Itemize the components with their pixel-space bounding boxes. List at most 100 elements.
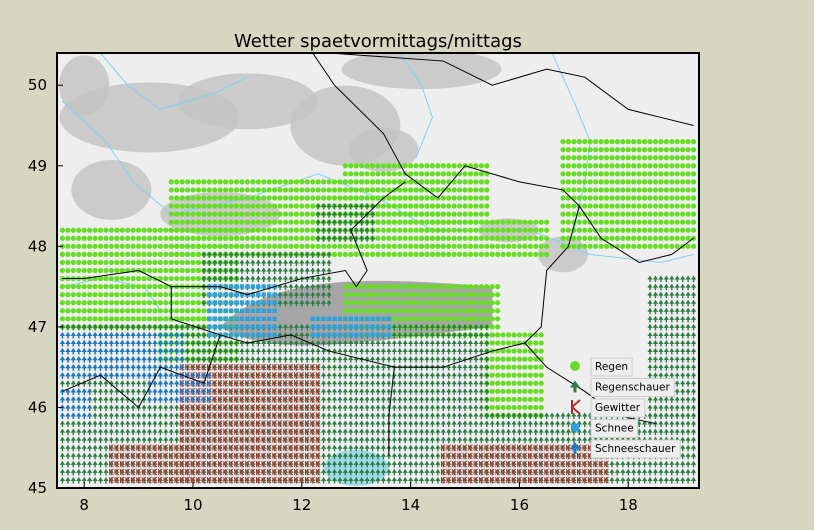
weather-mark-regenschauer — [228, 348, 234, 355]
weather-mark-regen — [473, 203, 479, 209]
weather-mark-regen — [473, 292, 479, 298]
weather-mark-regen — [489, 380, 495, 386]
weather-mark-gewitter — [201, 404, 207, 411]
weather-mark-regen — [293, 203, 299, 209]
weather-mark-regen — [217, 219, 223, 225]
weather-mark-regenschauer — [244, 420, 251, 428]
weather-mark-regen — [478, 187, 484, 193]
weather-mark-regenschauer — [87, 323, 93, 331]
weather-mark-regen — [174, 251, 180, 257]
weather-mark-gewitter — [282, 436, 288, 444]
weather-mark-regenschauer — [228, 420, 234, 428]
weather-mark-regen — [462, 219, 468, 225]
weather-mark-regenschauer — [342, 468, 348, 476]
weather-mark-regenschauer — [310, 444, 316, 452]
weather-mark-regen — [304, 203, 310, 209]
weather-mark-regenschauer — [228, 388, 234, 395]
weather-mark-regenschauer — [603, 460, 610, 468]
weather-mark-gewitter — [315, 395, 321, 403]
weather-mark-regenschauer — [244, 412, 251, 419]
weather-mark-regen — [326, 243, 332, 249]
weather-mark-regenschauer — [462, 372, 468, 379]
weather-mark-regenschauer — [293, 323, 299, 331]
weather-mark-gewitter — [233, 436, 239, 444]
weather-mark-regen — [413, 227, 419, 233]
weather-mark-regen — [87, 308, 93, 314]
weather-mark-regenschauer — [549, 412, 555, 419]
weather-mark-regen — [304, 179, 310, 185]
weather-mark-regen — [337, 251, 343, 257]
weather-mark-regenschauer — [195, 428, 202, 436]
weather-mark-regenschauer — [293, 267, 299, 274]
weather-mark-regen — [560, 211, 566, 217]
weather-mark-regenschauer — [560, 436, 566, 444]
weather-mark-regen — [424, 203, 430, 209]
weather-mark-regen — [690, 163, 697, 169]
weather-mark-regenschauer — [359, 444, 365, 452]
weather-mark-regen — [375, 163, 381, 169]
weather-mark-gewitter — [228, 428, 234, 436]
weather-mark-regen — [293, 187, 299, 193]
weather-mark-regenschauer — [652, 323, 659, 331]
weather-mark-regen — [250, 179, 256, 185]
weather-mark-gewitter — [223, 476, 228, 484]
weather-mark-regen — [473, 219, 479, 225]
weather-mark-regenschauer — [87, 452, 93, 460]
weather-mark-regenschauer — [418, 372, 425, 379]
weather-mark-regenschauer — [690, 275, 697, 283]
weather-mark-regenschauer — [353, 460, 359, 468]
weather-mark-regen — [669, 187, 675, 193]
weather-mark-regen — [65, 267, 71, 274]
weather-mark-regenschauer — [435, 404, 441, 411]
weather-mark-gewitter — [272, 452, 277, 460]
weather-mark-gewitter — [571, 460, 577, 468]
weather-mark-regen — [560, 195, 566, 201]
weather-mark-gewitter — [190, 444, 196, 452]
weather-mark-regenschauer — [304, 372, 310, 379]
weather-mark-regenschauer — [136, 380, 142, 387]
weather-mark-regenschauer — [462, 444, 468, 452]
weather-mark-regen — [505, 372, 512, 378]
weather-mark-regen — [614, 147, 620, 153]
weather-mark-regenschauer — [282, 340, 289, 347]
weather-mark-gewitter — [293, 371, 299, 379]
weather-mark-regen — [603, 243, 610, 249]
weather-mark-regenschauer — [261, 404, 267, 411]
weather-mark-regenschauer — [233, 380, 240, 387]
weather-mark-regen — [157, 316, 163, 322]
weather-mark-regenschauer — [81, 420, 87, 428]
weather-mark-regenschauer — [451, 348, 457, 355]
weather-mark-regenschauer — [228, 259, 234, 266]
weather-mark-regenschauer — [380, 364, 387, 371]
weather-mark-regenschauer — [212, 420, 218, 428]
weather-mark-regenschauer — [680, 291, 686, 299]
weather-mark-regen — [228, 235, 234, 241]
weather-mark-regen — [500, 227, 506, 233]
weather-mark-regen — [141, 243, 147, 249]
weather-mark-regenschauer — [195, 468, 202, 476]
weather-mark-regen — [190, 227, 196, 233]
weather-mark-regenschauer — [348, 452, 354, 460]
weather-mark-regen — [500, 356, 506, 362]
weather-mark-regenschauer — [669, 460, 675, 468]
weather-mark-gewitter — [282, 387, 288, 395]
weather-mark-regen — [603, 139, 610, 145]
weather-mark-regenschauer — [451, 460, 457, 468]
weather-mark-regen — [614, 211, 620, 217]
weather-mark-regen — [457, 171, 463, 177]
weather-mark-regen — [217, 187, 223, 193]
weather-mark-regenschauer — [206, 275, 212, 283]
weather-mark-regenschauer — [157, 436, 163, 444]
weather-mark-regen — [484, 316, 490, 322]
weather-mark-regenschauer — [337, 460, 343, 468]
weather-mark-regenschauer — [587, 436, 593, 444]
weather-mark-regen — [614, 179, 620, 185]
weather-mark-regenschauer — [446, 356, 452, 363]
weather-mark-gewitter — [522, 476, 528, 484]
weather-mark-regenschauer — [272, 340, 278, 347]
weather-mark-gewitter — [266, 468, 272, 476]
weather-mark-regenschauer — [299, 460, 305, 468]
weather-mark-regen — [315, 187, 321, 193]
weather-mark-regenschauer — [108, 436, 115, 444]
weather-mark-regenschauer — [647, 428, 653, 436]
